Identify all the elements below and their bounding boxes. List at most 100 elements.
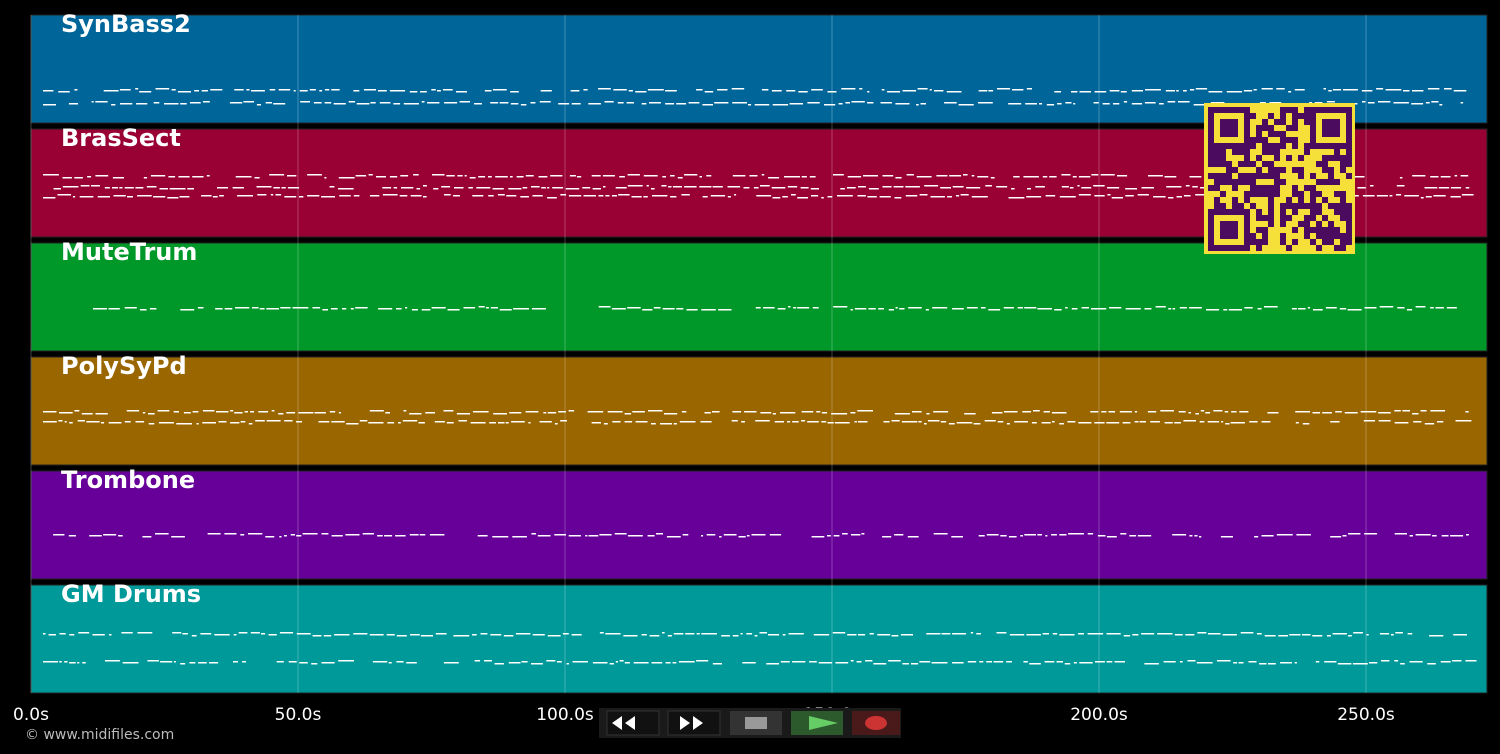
qr-cell <box>1334 191 1340 197</box>
note <box>1123 101 1128 103</box>
note <box>256 104 261 106</box>
note <box>444 102 458 104</box>
note <box>1131 103 1143 105</box>
play-icon[interactable] <box>809 716 838 730</box>
note <box>665 103 675 105</box>
note <box>1132 634 1139 636</box>
note <box>811 195 819 197</box>
note <box>1403 90 1410 92</box>
note <box>368 174 373 176</box>
note <box>386 634 395 636</box>
note <box>1394 660 1399 662</box>
note <box>1376 195 1388 197</box>
qr-cell <box>1226 179 1232 185</box>
note <box>322 309 328 311</box>
note <box>112 187 118 189</box>
note <box>1330 536 1342 538</box>
note <box>798 91 808 93</box>
note <box>960 194 969 196</box>
qr-cell <box>1316 221 1322 227</box>
note <box>495 176 508 178</box>
note <box>818 662 833 664</box>
note <box>642 309 653 311</box>
qr-cell <box>1220 161 1226 167</box>
qr-cell <box>1280 209 1286 215</box>
note <box>1024 534 1036 536</box>
note <box>1164 422 1173 424</box>
qr-cell <box>1316 191 1322 197</box>
note <box>1244 307 1253 309</box>
note <box>856 661 862 663</box>
play-button[interactable] <box>791 711 843 735</box>
qr-cell <box>1238 203 1244 209</box>
note <box>1259 102 1266 104</box>
note <box>780 661 790 663</box>
note <box>908 307 922 309</box>
qr-cell <box>1292 113 1298 119</box>
stop-icon[interactable] <box>745 717 767 729</box>
note <box>977 176 989 178</box>
note <box>696 660 709 662</box>
qr-cell <box>1262 185 1268 191</box>
qr-cell <box>1304 215 1310 221</box>
note <box>1439 104 1443 106</box>
note <box>1240 632 1254 634</box>
forward-button[interactable] <box>667 710 721 736</box>
qr-cell <box>1340 233 1346 239</box>
note <box>194 90 199 92</box>
note <box>712 186 723 188</box>
note <box>1363 420 1375 422</box>
rewind-button[interactable] <box>606 710 660 736</box>
note <box>359 420 368 422</box>
note <box>1107 187 1120 189</box>
note <box>74 177 83 179</box>
note <box>1020 535 1023 537</box>
note <box>499 309 512 311</box>
note <box>879 196 891 198</box>
qr-cell <box>1262 215 1268 221</box>
note <box>1378 412 1391 414</box>
note <box>646 185 649 187</box>
qr-cell <box>1226 161 1232 167</box>
qr-cell <box>1262 119 1268 125</box>
note <box>906 174 914 176</box>
note <box>443 410 454 412</box>
note <box>43 411 57 413</box>
note <box>396 661 404 663</box>
note <box>807 421 819 423</box>
note <box>1153 196 1166 198</box>
record-button[interactable] <box>852 711 900 735</box>
note <box>824 104 836 106</box>
note <box>648 410 663 412</box>
note <box>520 104 527 106</box>
note <box>547 197 557 199</box>
record-icon[interactable] <box>865 716 887 730</box>
note <box>1061 186 1069 188</box>
note <box>1296 534 1311 536</box>
note <box>905 195 918 197</box>
note <box>1288 91 1292 93</box>
note <box>1195 194 1205 196</box>
note <box>611 195 617 197</box>
note <box>851 101 865 103</box>
note <box>176 423 192 425</box>
qr-cell <box>1268 185 1274 191</box>
note <box>1134 421 1139 423</box>
note <box>1189 307 1202 309</box>
note <box>442 89 453 91</box>
note <box>509 412 522 414</box>
note <box>488 176 492 178</box>
note <box>788 633 804 635</box>
track-lane <box>30 470 1488 580</box>
qr-finder-core <box>1322 119 1340 137</box>
note <box>255 420 265 422</box>
rewind-icon[interactable] <box>612 716 635 730</box>
note <box>124 307 137 309</box>
note <box>1054 91 1061 93</box>
note <box>626 102 634 104</box>
forward-icon[interactable] <box>680 716 703 730</box>
stop-button[interactable] <box>730 711 782 735</box>
note <box>1044 661 1055 663</box>
note <box>883 421 890 423</box>
note <box>869 633 874 635</box>
